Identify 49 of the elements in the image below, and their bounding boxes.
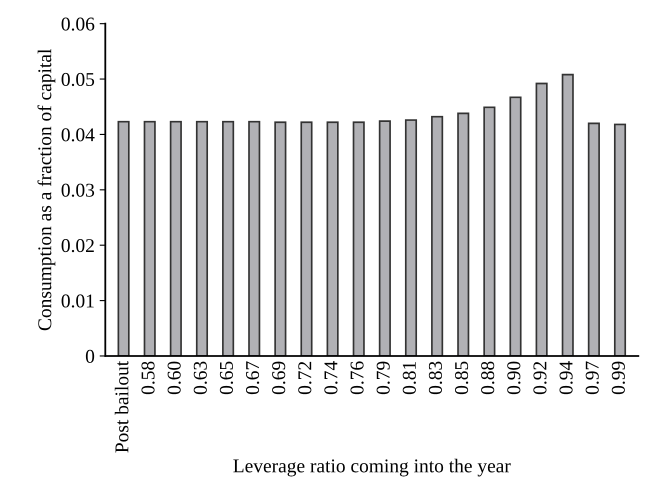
y-tick-label: 0.05 xyxy=(62,72,94,86)
bar xyxy=(248,120,260,356)
x-tick-label: 0.63 xyxy=(194,362,207,394)
bar xyxy=(614,124,626,356)
bar xyxy=(431,116,444,356)
bar xyxy=(562,74,574,356)
y-tick-label: 0.02 xyxy=(62,239,94,252)
y-tick-label: 0 xyxy=(86,350,94,363)
x-tick-label: 0.92 xyxy=(533,362,547,394)
x-tick-label: 0.83 xyxy=(428,362,442,394)
x-tick-label: 0.88 xyxy=(481,362,494,394)
y-tick-label: 0.04 xyxy=(62,128,95,142)
bar xyxy=(536,82,548,356)
x-tick-label: 0.69 xyxy=(272,362,286,394)
bar xyxy=(509,96,522,356)
bar xyxy=(588,122,600,356)
x-tick-label: 0.67 xyxy=(246,361,260,394)
x-tick-label: 0.72 xyxy=(298,362,312,394)
bar xyxy=(144,120,156,356)
bar xyxy=(274,121,286,356)
y-tick-label: 0.03 xyxy=(62,184,94,197)
bar xyxy=(352,121,365,356)
x-tick-label: 0.60 xyxy=(168,362,181,394)
bar xyxy=(326,121,339,356)
x-tick-label: 0.65 xyxy=(220,362,234,394)
bar xyxy=(457,112,470,356)
y-tick-label: 0.01 xyxy=(62,294,94,308)
bar xyxy=(483,106,496,356)
bar xyxy=(378,120,391,356)
bar xyxy=(404,119,418,356)
bar xyxy=(118,120,130,356)
y-tick-label: 0.06 xyxy=(62,17,94,31)
y-axis-title: Consumption as a fraction of capital xyxy=(37,49,56,330)
x-tick-label: Post bailout xyxy=(114,360,128,453)
x-tick-label: 0.74 xyxy=(324,361,338,394)
x-tick-label: 0.99 xyxy=(612,362,625,394)
x-tick-label: 0.90 xyxy=(507,362,520,394)
x-tick-label: 0.81 xyxy=(402,362,416,394)
x-axis-title: Leverage ratio coming into the year xyxy=(233,458,511,476)
x-tick-label: 0.76 xyxy=(350,361,364,394)
bar xyxy=(196,120,208,356)
x-tick-label: 0.79 xyxy=(376,362,390,394)
x-tick-label: 0.97 xyxy=(586,361,599,394)
x-tick-label: 0.58 xyxy=(141,362,155,394)
x-tick-label: 0.94 xyxy=(560,361,573,394)
bar xyxy=(170,120,182,356)
x-tick-label: 0.85 xyxy=(454,362,468,394)
bar xyxy=(300,121,313,356)
bar xyxy=(222,120,234,356)
